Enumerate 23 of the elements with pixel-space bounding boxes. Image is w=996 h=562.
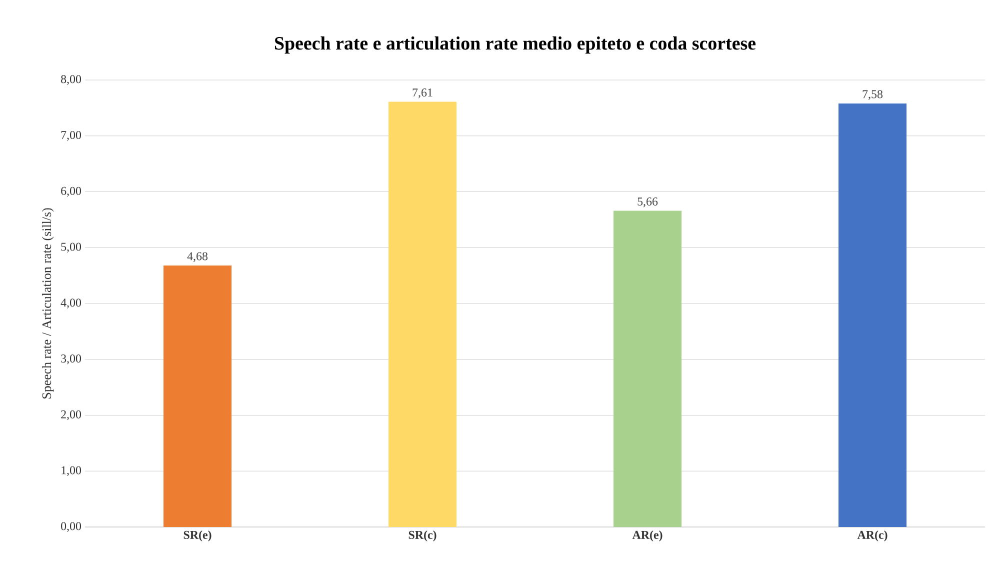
x-tick-label: SR(c) [408, 530, 436, 542]
y-tick-label: 8,00 [61, 75, 82, 85]
x-tick-label: AR(c) [857, 530, 888, 542]
bar [838, 103, 907, 527]
data-label: 7,61 [412, 88, 432, 98]
y-tick-label: 2,00 [61, 410, 82, 420]
y-tick-label: 6,00 [61, 186, 82, 197]
y-tick-label: 7,00 [61, 130, 82, 141]
y-tick-label: 4,00 [60, 298, 82, 308]
x-tick-label: SR(e) [184, 530, 212, 542]
y-tick-label: 0,00 [61, 522, 82, 532]
data-label: 4,68 [187, 252, 208, 262]
y-axis-title: Speech rate / Articulation rate (sill/s) [42, 208, 54, 398]
y-tick-label: 5,00 [61, 242, 82, 253]
data-label: 7,58 [862, 90, 883, 100]
bar [388, 102, 457, 527]
data-label: 5,66 [638, 197, 658, 208]
bar [614, 210, 682, 527]
bar [164, 266, 232, 527]
x-tick-label: AR(e) [632, 530, 662, 542]
chart-title: Speech rate e articulation rate medio epiteto e coda scortese [275, 36, 756, 54]
y-tick-label: 3,00 [61, 354, 82, 364]
y-tick-label: 1,00 [62, 466, 82, 476]
